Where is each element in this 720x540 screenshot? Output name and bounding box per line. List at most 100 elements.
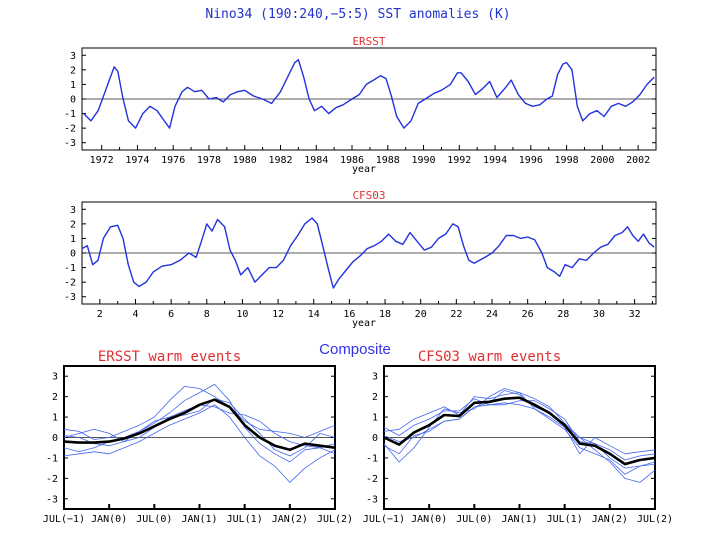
cfs03-composite-xtick-label: JUL(−1) [363,514,405,525]
cfs03-xtick-label: 4 [132,309,138,320]
cfs03-ytick-label: -1 [64,263,76,274]
cfs03-xtick-label: 2 [97,309,103,320]
ersst-composite-xtick-label: JAN(1) [181,514,217,525]
ersst-ytick-label: 1 [70,80,76,91]
cfs03-xtick-label: 20 [415,309,427,320]
cfs03-xtick-label: 28 [557,309,569,320]
cfs03-ytick-label: -3 [64,292,76,303]
ersst-xtick-label: 1982 [268,155,292,166]
ersst-xtick-label: 2000 [590,155,614,166]
cfs03-title: CFS03 [352,189,385,202]
ersst-composite-xtick-label: JUL(1) [227,514,263,525]
cfs03-composite-series-event-1 [384,388,655,483]
cfs03-xtick-label: 30 [593,309,605,320]
ersst-panel: ERSST -3 -2 -1 0 1 2 3 1972 1974 1976 1978 1980 1982 1… [64,35,657,175]
cfs03-xtick-label: 24 [486,309,498,320]
cfs03-composite-xtick-label: JUL(0) [456,514,492,525]
ersst-xtick-label: 1990 [411,155,435,166]
ersst-ytick-label: -2 [64,124,76,135]
cfs03-xtick-label: 10 [236,309,248,320]
ersst-composite-ytick-label: -3 [46,494,58,505]
cfs03-composite-series-event-4 [384,398,655,475]
ersst-xtick-label: 1972 [90,155,114,166]
ersst-composite-ytick-label: 3 [52,372,58,383]
composite-label: Composite [319,341,391,358]
cfs03-ytick-label: 1 [70,234,76,245]
ersst-composite-series-mean [64,398,335,452]
cfs03-composite-ytick-label: 3 [372,372,378,383]
cfs03-xtick-label: 6 [168,309,174,320]
ersst-ytick-label: 2 [70,65,76,76]
ersst-xtick-label: 1998 [555,155,579,166]
cfs03-composite-xtick-label: JAN(1) [501,514,537,525]
ersst-xtick-label: 1984 [304,155,328,166]
ersst-composite-ytick-label: 2 [52,392,58,403]
ersst-xtick-label: 1994 [483,155,507,166]
cfs03-ytick-label: -2 [64,278,76,289]
cfs03-xtick-label: 16 [343,309,355,320]
cfs03-composite-ytick-label: -3 [366,494,378,505]
cfs03-ytick-label: 3 [70,205,76,216]
ersst-xtick-label: 1974 [125,155,149,166]
ersst-xtick-label: 1980 [233,155,257,166]
cfs03-composite-series-event-5 [384,390,655,461]
cfs03-composite-series-mean [384,396,655,466]
ersst-ytick-label: -3 [64,138,76,149]
cfs03-ytick-label: 0 [70,249,76,260]
ersst-xtick-label: 1978 [197,155,221,166]
ersst-xtick-label: 1992 [447,155,471,166]
cfs03-composite-ytick-label: -2 [366,474,378,485]
cfs03-composite-title: CFS03 warm events [418,349,561,365]
ersst-title: ERSST [352,35,385,48]
cfs03-composite-ytick-label: 2 [372,392,378,403]
cfs03-composite-panel: CFS03 warm events -3 -2 -1 0 1 2 3 JUL(−1) JAN(0)… [363,349,673,525]
ersst-composite-xtick-label: JUL(−1) [43,514,85,525]
cfs03-xtick-label: 22 [450,309,462,320]
ersst-xtick-label: 1986 [340,155,364,166]
cfs03-composite-series-event-3 [384,400,655,469]
cfs03-xtick-label: 18 [379,309,391,320]
ersst-composite-ytick-label: 1 [52,413,58,424]
ersst-ytick-label: 0 [70,95,76,106]
cfs03-xlabel: year [352,318,376,329]
ersst-composite-xtick-label: JAN(0) [91,514,127,525]
ersst-composite-xtick-label: JUL(0) [136,514,172,525]
ersst-xtick-label: 1988 [376,155,400,166]
ersst-xtick-label: 2002 [626,155,650,166]
cfs03-composite-xtick-label: JUL(2) [637,514,673,525]
cfs03-composite-series-event-2 [384,392,655,455]
ersst-composite-xtick-label: JUL(2) [317,514,353,525]
cfs03-xtick-label: 12 [272,309,284,320]
ersst-ytick-label: 3 [70,51,76,62]
ersst-composite-title: ERSST warm events [98,349,241,365]
cfs03-composite-xtick-label: JUL(1) [547,514,583,525]
ersst-ytick-label: -1 [64,109,76,120]
ersst-xlabel: year [352,164,376,175]
cfs03-xtick-label: 14 [308,309,320,320]
cfs03-composite-ytick-label: -1 [366,453,378,464]
cfs03-series-line [82,217,655,289]
main-title: Nino34 (190:240,−5:5) SST anomalies (K) [205,7,510,22]
ersst-composite-xtick-label: JAN(2) [272,514,308,525]
ersst-composite-ytick-label: 0 [52,433,58,444]
cfs03-composite-xtick-label: JAN(2) [592,514,628,525]
ersst-composite-series-event-4 [64,404,335,483]
ersst-series-line [83,59,655,129]
ersst-composite-series-event-5 [64,398,335,457]
cfs03-composite-ytick-label: 0 [372,433,378,444]
cfs03-xtick-label: 26 [522,309,534,320]
ersst-composite-ytick-label: -1 [46,453,58,464]
ersst-composite-series-event-1 [64,385,335,440]
ersst-composite-series-event-2 [64,383,335,463]
cfs03-composite-ytick-label: 1 [372,413,378,424]
ersst-composite-panel: ERSST warm events -3 -2 -1 0 1 2 3 JUL(−1) JAN(0)… [43,349,353,525]
cfs03-ytick-label: 2 [70,219,76,230]
ersst-xtick-label: 1976 [161,155,185,166]
cfs03-xtick-label: 32 [629,309,641,320]
cfs03-xtick-label: 8 [204,309,210,320]
ersst-xtick-label: 1996 [519,155,543,166]
ersst-composite-ytick-label: -2 [46,474,58,485]
